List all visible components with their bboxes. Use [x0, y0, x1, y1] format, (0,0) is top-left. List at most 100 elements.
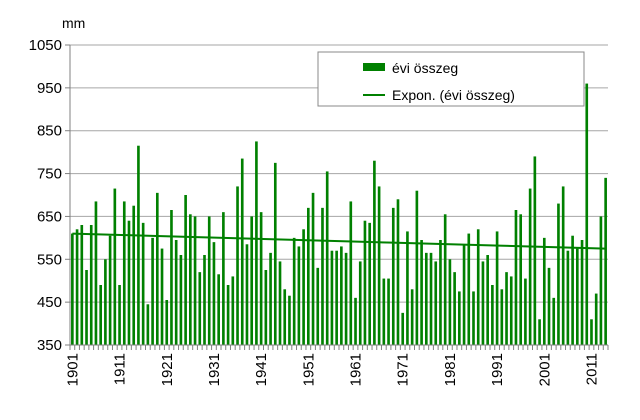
bar-1953	[316, 267, 320, 345]
bar-1989	[486, 255, 489, 345]
bar-1904	[85, 270, 88, 345]
bar-1996	[519, 214, 523, 345]
bar-1957	[335, 250, 338, 345]
bar-1960	[349, 201, 353, 345]
x-tick-label: 1971	[395, 353, 412, 386]
bar-1930	[207, 216, 211, 345]
bar-1977	[429, 252, 433, 345]
bar-1945	[278, 261, 282, 345]
bar-1980	[443, 214, 447, 345]
bar-1914	[132, 205, 136, 345]
bar-2012	[594, 293, 598, 345]
bar-1990	[491, 285, 494, 345]
bar-1976	[424, 252, 428, 345]
bar-1927	[193, 216, 197, 345]
bar-1908	[104, 259, 107, 345]
legend-box	[317, 51, 585, 107]
y-tick-label: 750	[37, 166, 62, 183]
bar-1903	[80, 225, 84, 345]
bar-1961	[354, 297, 357, 345]
legend-label-bars: évi összeg	[392, 60, 458, 76]
bar-1973	[410, 289, 414, 345]
bar-1925	[184, 195, 187, 345]
y-tick-label: 850	[37, 123, 62, 140]
bar-1979	[439, 240, 442, 345]
bar-1997	[524, 278, 527, 345]
bar-1951	[307, 207, 310, 345]
bar-1985	[467, 233, 471, 345]
bar-1998	[528, 188, 532, 345]
bar-2001	[542, 237, 546, 345]
bar-1969	[391, 207, 395, 345]
bar-2003	[552, 297, 556, 345]
bar-1963	[363, 220, 367, 345]
bar-1909	[108, 235, 112, 345]
bar-1984	[462, 244, 466, 345]
bar-1931	[212, 242, 216, 345]
bar-2004	[557, 203, 560, 345]
bar-1994	[509, 276, 513, 345]
trendline-group	[72, 232, 606, 250]
bar-1987	[476, 229, 480, 345]
bar-1942	[264, 270, 268, 345]
bar-1950	[302, 229, 305, 345]
bar-1920	[160, 248, 164, 345]
bar-1902	[75, 229, 79, 345]
bar-1906	[94, 201, 98, 345]
y-unit-label: mm	[62, 15, 85, 31]
bar-1986	[472, 291, 475, 345]
bar-1999	[533, 156, 537, 345]
bar-1982	[453, 272, 456, 345]
bar-2014	[604, 177, 607, 345]
bar-1934	[226, 285, 230, 345]
bar-1921	[165, 300, 169, 345]
bar-1940	[255, 141, 258, 345]
bar-1967	[382, 278, 386, 345]
bar-1913	[127, 220, 131, 345]
bar-1901	[71, 233, 74, 345]
bar-1918	[151, 237, 154, 345]
x-tick-label: 2011	[583, 353, 600, 385]
bar-1938	[245, 244, 249, 345]
y-tick-labels: 350 450 550 650 750 850 950 1050	[29, 37, 62, 354]
bar-1924	[179, 255, 183, 345]
y-tick-label: 450	[37, 294, 62, 311]
bar-2010	[585, 83, 589, 345]
bar-2006	[566, 250, 570, 345]
bar-1943	[269, 252, 272, 345]
x-tick-label: 1941	[253, 353, 270, 386]
bar-1916	[141, 222, 145, 345]
bar-2011	[590, 319, 593, 345]
bar-1923	[174, 240, 178, 345]
bar-1935	[231, 276, 235, 345]
bar-2008	[576, 248, 579, 345]
bar-1946	[283, 289, 287, 345]
bar-1949	[297, 246, 301, 345]
bar-2013	[599, 216, 603, 345]
bar-1970	[396, 199, 400, 345]
bar-1981	[448, 259, 452, 345]
bar-1965	[373, 160, 376, 345]
y-tick-label: 1050	[29, 37, 62, 54]
bar-1972	[406, 231, 409, 345]
bar-1928	[198, 272, 202, 345]
bar-1978	[434, 261, 438, 345]
bar-1941	[259, 212, 263, 345]
bar-1939	[250, 216, 254, 345]
bar-1933	[222, 212, 225, 345]
bar-1922	[170, 210, 173, 345]
bar-1964	[368, 222, 371, 345]
bar-2002	[547, 267, 551, 345]
legend-bar-swatch	[363, 63, 385, 71]
bars	[71, 83, 607, 345]
x-tick-label: 1961	[348, 353, 365, 386]
x-tick-label: 1911	[112, 353, 129, 385]
bar-1944	[273, 162, 277, 345]
bar-1975	[420, 240, 423, 345]
x-tick-label: 1951	[300, 353, 317, 386]
x-tick-label: 1921	[159, 353, 176, 386]
x-tick-labels: 1901 1911 1921 1931 1941 1951 1961 1971 1981 1991…	[64, 353, 600, 386]
y-tick-label: 650	[37, 208, 62, 225]
bar-1966	[377, 186, 381, 345]
